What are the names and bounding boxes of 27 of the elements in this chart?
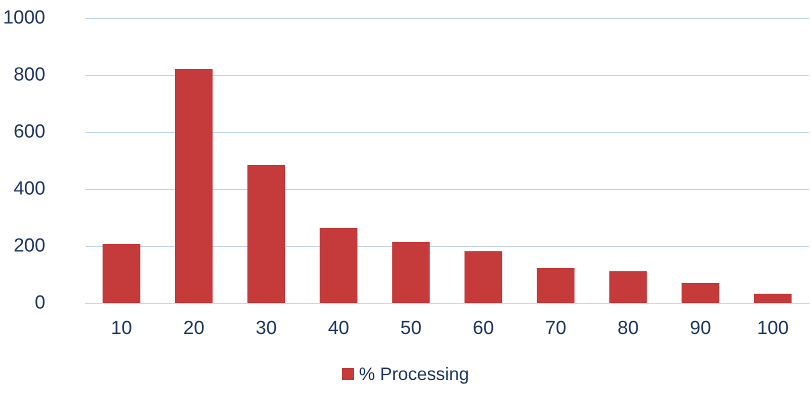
y-tick-label: 800 <box>14 64 46 86</box>
y-tick-label: 200 <box>14 236 46 256</box>
x-tick-label: 70 <box>545 318 566 339</box>
x-tick-label: 90 <box>690 318 712 339</box>
bar <box>464 251 502 303</box>
bar <box>320 228 358 303</box>
x-tick-label: 40 <box>328 318 350 339</box>
y-tick-label: 400 <box>14 178 46 200</box>
bar <box>754 294 792 303</box>
y-tick-label: 1000 <box>2 8 46 28</box>
x-tick-label: 50 <box>400 318 422 339</box>
bar <box>102 244 140 303</box>
x-tick-label: 80 <box>617 318 639 339</box>
x-tick-label: 10 <box>110 318 132 339</box>
bar <box>392 242 430 303</box>
x-tick-label: 20 <box>183 318 204 339</box>
bar <box>609 271 647 303</box>
bar <box>247 165 286 303</box>
y-tick-label: 0 <box>34 292 46 314</box>
x-tick-label: 30 <box>256 318 277 339</box>
bar <box>682 283 720 303</box>
x-tick-label: 60 <box>472 318 494 339</box>
x-tick-label: 100 <box>756 318 789 339</box>
y-tick-label: 600 <box>14 122 46 142</box>
bar <box>536 268 575 303</box>
bar <box>175 69 213 303</box>
legend-label: % Processing <box>358 364 470 384</box>
